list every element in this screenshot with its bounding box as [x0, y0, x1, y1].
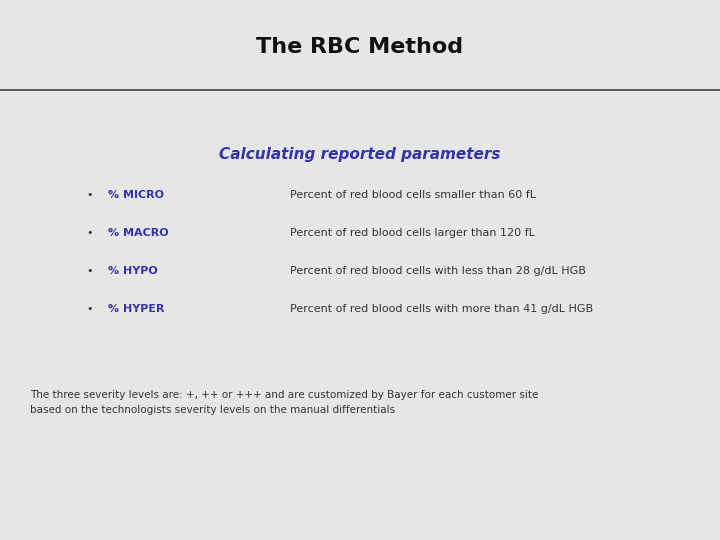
Text: Percent of red blood cells smaller than 60 fL: Percent of red blood cells smaller than … — [290, 190, 536, 200]
Text: Percent of red blood cells with less than 28 g/dL HGB: Percent of red blood cells with less tha… — [290, 266, 586, 276]
Text: The RBC Method: The RBC Method — [256, 37, 464, 57]
Text: Calculating reported parameters: Calculating reported parameters — [220, 147, 500, 163]
Text: % MACRO: % MACRO — [108, 228, 168, 238]
Text: The three severity levels are: +, ++ or +++ and are customized by Bayer for each: The three severity levels are: +, ++ or … — [30, 390, 539, 415]
Text: •: • — [86, 304, 94, 314]
Text: Percent of red blood cells larger than 120 fL: Percent of red blood cells larger than 1… — [290, 228, 535, 238]
Text: •: • — [86, 266, 94, 276]
Text: Percent of red blood cells with more than 41 g/dL HGB: Percent of red blood cells with more tha… — [290, 304, 593, 314]
Text: % HYPO: % HYPO — [108, 266, 158, 276]
Text: •: • — [86, 228, 94, 238]
Text: % MICRO: % MICRO — [108, 190, 164, 200]
Text: % HYPER: % HYPER — [108, 304, 164, 314]
Text: •: • — [86, 190, 94, 200]
